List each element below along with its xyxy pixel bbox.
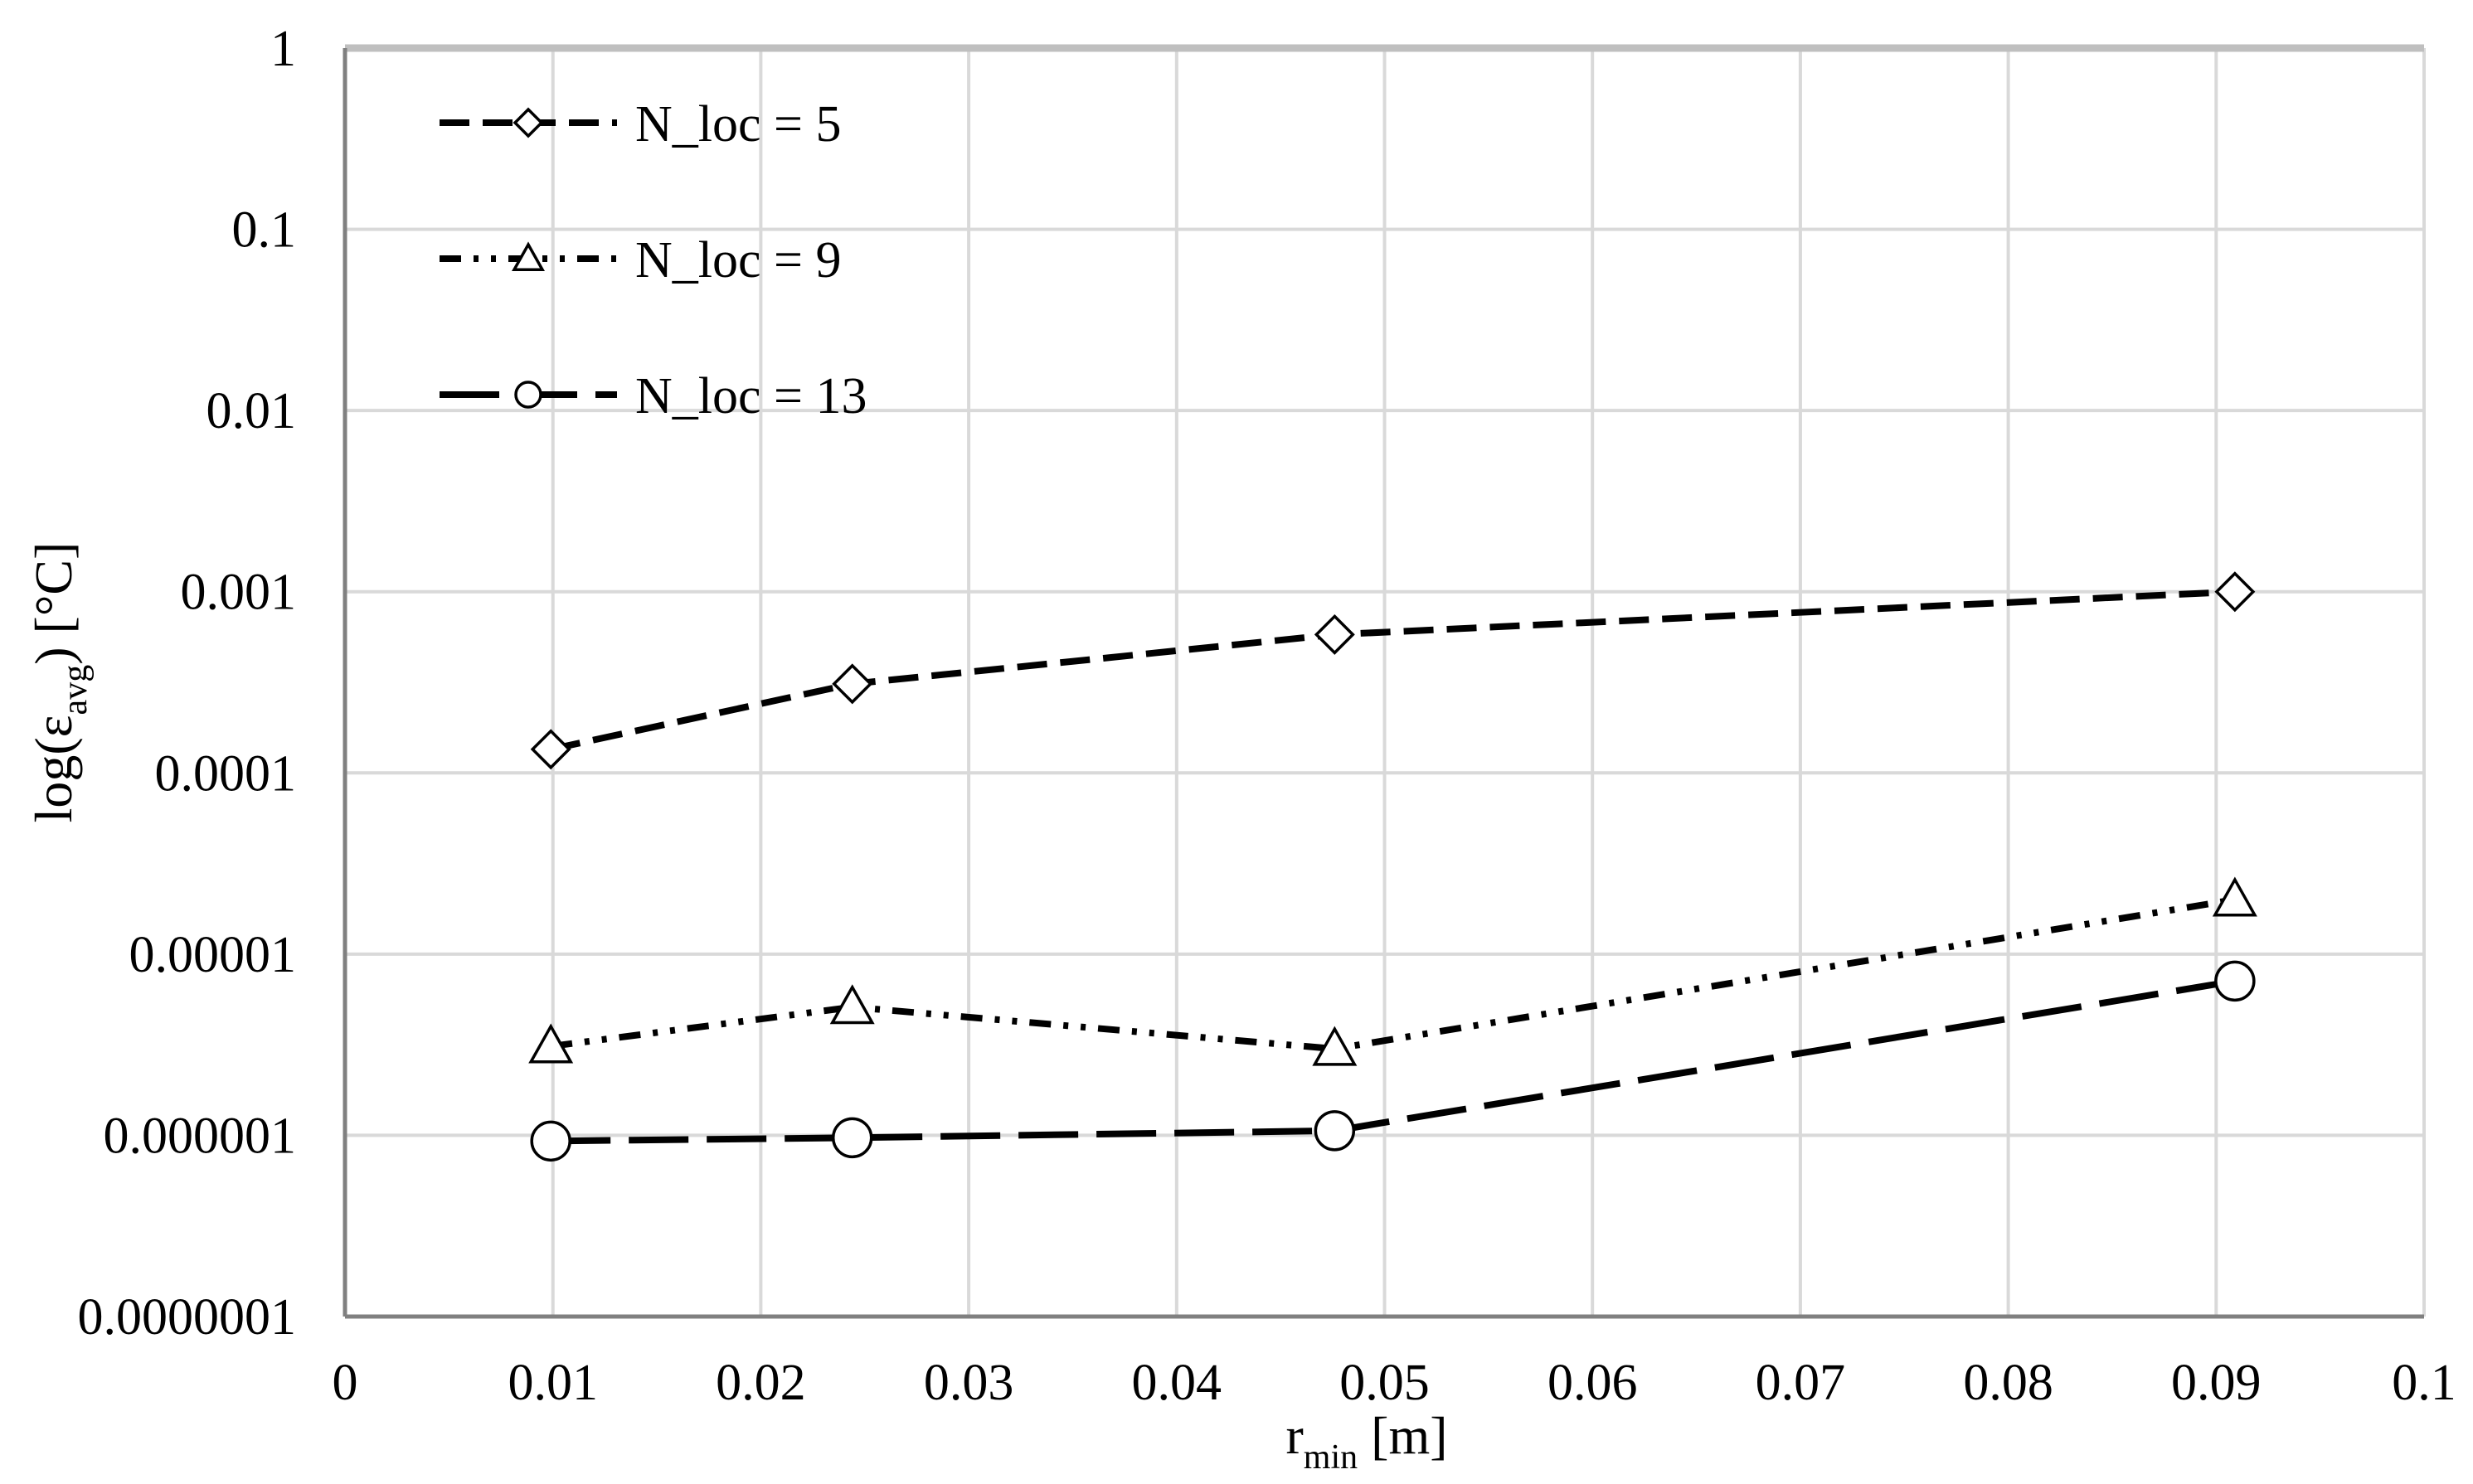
series-2-point [829,984,875,1025]
y-axis-label: log(εavg) [°C] [24,542,95,823]
y-tick-label: 0.001 [181,565,297,621]
series-1 [530,571,2256,770]
x-tick-label: 0.08 [1963,1355,2053,1411]
x-tick-label: 0.02 [716,1355,806,1411]
series-2 [528,876,2257,1066]
legend-label: N_loc = 5 [635,96,841,153]
series-3 [530,960,2256,1162]
series-line-2 [550,896,2236,1053]
y-tick-label: 1 [270,21,296,77]
legend-marker [512,241,545,272]
series-1-point [832,663,873,705]
series-3-point [2214,960,2256,1002]
x-tick-label: 0.07 [1756,1355,1846,1411]
series-2-point [528,1023,574,1064]
y-tick-label: 0.00001 [129,927,297,983]
series-2-point [2212,876,2257,917]
legend-marker [514,381,542,409]
x-axis-label: rmin [m] [1285,1406,1447,1477]
x-tick-label: 0.06 [1547,1355,1638,1411]
series-group [528,571,2257,1162]
series-3-point [530,1120,571,1162]
y-tick-label: 0.0001 [155,745,297,802]
x-tick-label: 0.1 [2392,1355,2456,1411]
x-tick-label: 0.05 [1339,1355,1430,1411]
series-1-point [1314,613,1355,655]
series-3-point [1314,1110,1356,1152]
series-line-1 [550,588,2236,753]
y-tick-label: 0.0000001 [78,1289,297,1346]
legend-label: N_loc = 13 [635,368,867,424]
y-tick-label: 0.1 [232,202,297,259]
x-tick-label: 0.04 [1132,1355,1222,1411]
legend: N_loc = 5 N_loc = 9 N_loc = 13 [440,96,867,424]
y-tick-label: 0.01 [206,383,297,439]
series-2-point [1312,1026,1358,1066]
x-tick-label: 0.09 [2171,1355,2262,1411]
legend-label: N_loc = 9 [635,232,841,289]
legend-marker [513,107,544,138]
series-1-point [2214,571,2256,613]
series-3-point [831,1117,873,1159]
x-tick-label: 0.03 [924,1355,1014,1411]
series-1-point [530,729,571,770]
y-tick-label: 0.000001 [104,1108,297,1164]
x-tick-label: 0 [333,1355,358,1411]
x-tick-label: 0.01 [508,1355,598,1411]
